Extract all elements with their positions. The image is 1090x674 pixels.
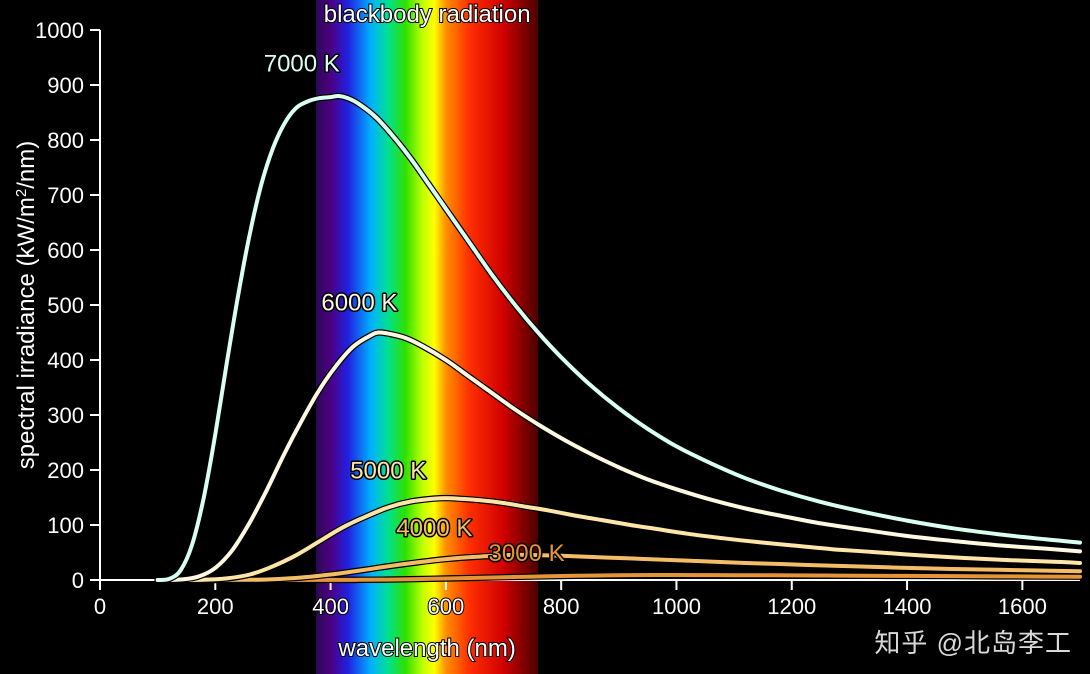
blackbody-chart: blackbody radiation wavelength (nm) spectr…	[0, 0, 1090, 674]
chart-svg: blackbody radiation wavelength (nm) spectr…	[0, 0, 1090, 674]
x-tick-label: 0	[94, 594, 106, 619]
x-tick-label: 400	[312, 594, 349, 619]
y-tick-label: 400	[47, 348, 84, 373]
curve-outline	[158, 96, 1080, 580]
x-tick-label: 200	[197, 594, 234, 619]
x-tick-label: 1400	[883, 594, 932, 619]
x-tick-label: 1600	[998, 594, 1047, 619]
y-tick-label: 500	[47, 293, 84, 318]
curve-label-6000: 6000 K	[321, 290, 397, 317]
chart-title: blackbody radiation	[324, 1, 531, 28]
x-axis-label: wavelength (nm)	[337, 635, 515, 662]
axes	[100, 30, 1080, 580]
x-tick-label: 1200	[767, 594, 816, 619]
y-tick-label: 900	[47, 73, 84, 98]
y-tick-label: 200	[47, 458, 84, 483]
curve-7000	[158, 96, 1080, 580]
x-tick-label: 800	[543, 594, 580, 619]
y-tick-label: 600	[47, 238, 84, 263]
y-tick-label: 700	[47, 183, 84, 208]
y-tick-label: 800	[47, 128, 84, 153]
x-tick-label: 600	[428, 594, 465, 619]
y-tick-label: 0	[72, 568, 84, 593]
curve-label-4000: 4000 K	[396, 515, 472, 542]
curve-label-3000: 3000 K	[489, 540, 565, 567]
curve-outline	[158, 332, 1080, 580]
y-tick-label: 100	[47, 513, 84, 538]
y-axis-label: spectral irradiance (kW/m2/nm)	[13, 141, 41, 469]
x-tick-label: 1000	[652, 594, 701, 619]
y-tick-label: 300	[47, 403, 84, 428]
curve-label-7000: 7000 K	[264, 50, 340, 77]
y-tick-label: 1000	[35, 18, 84, 43]
curve-label-5000: 5000 K	[350, 457, 426, 484]
